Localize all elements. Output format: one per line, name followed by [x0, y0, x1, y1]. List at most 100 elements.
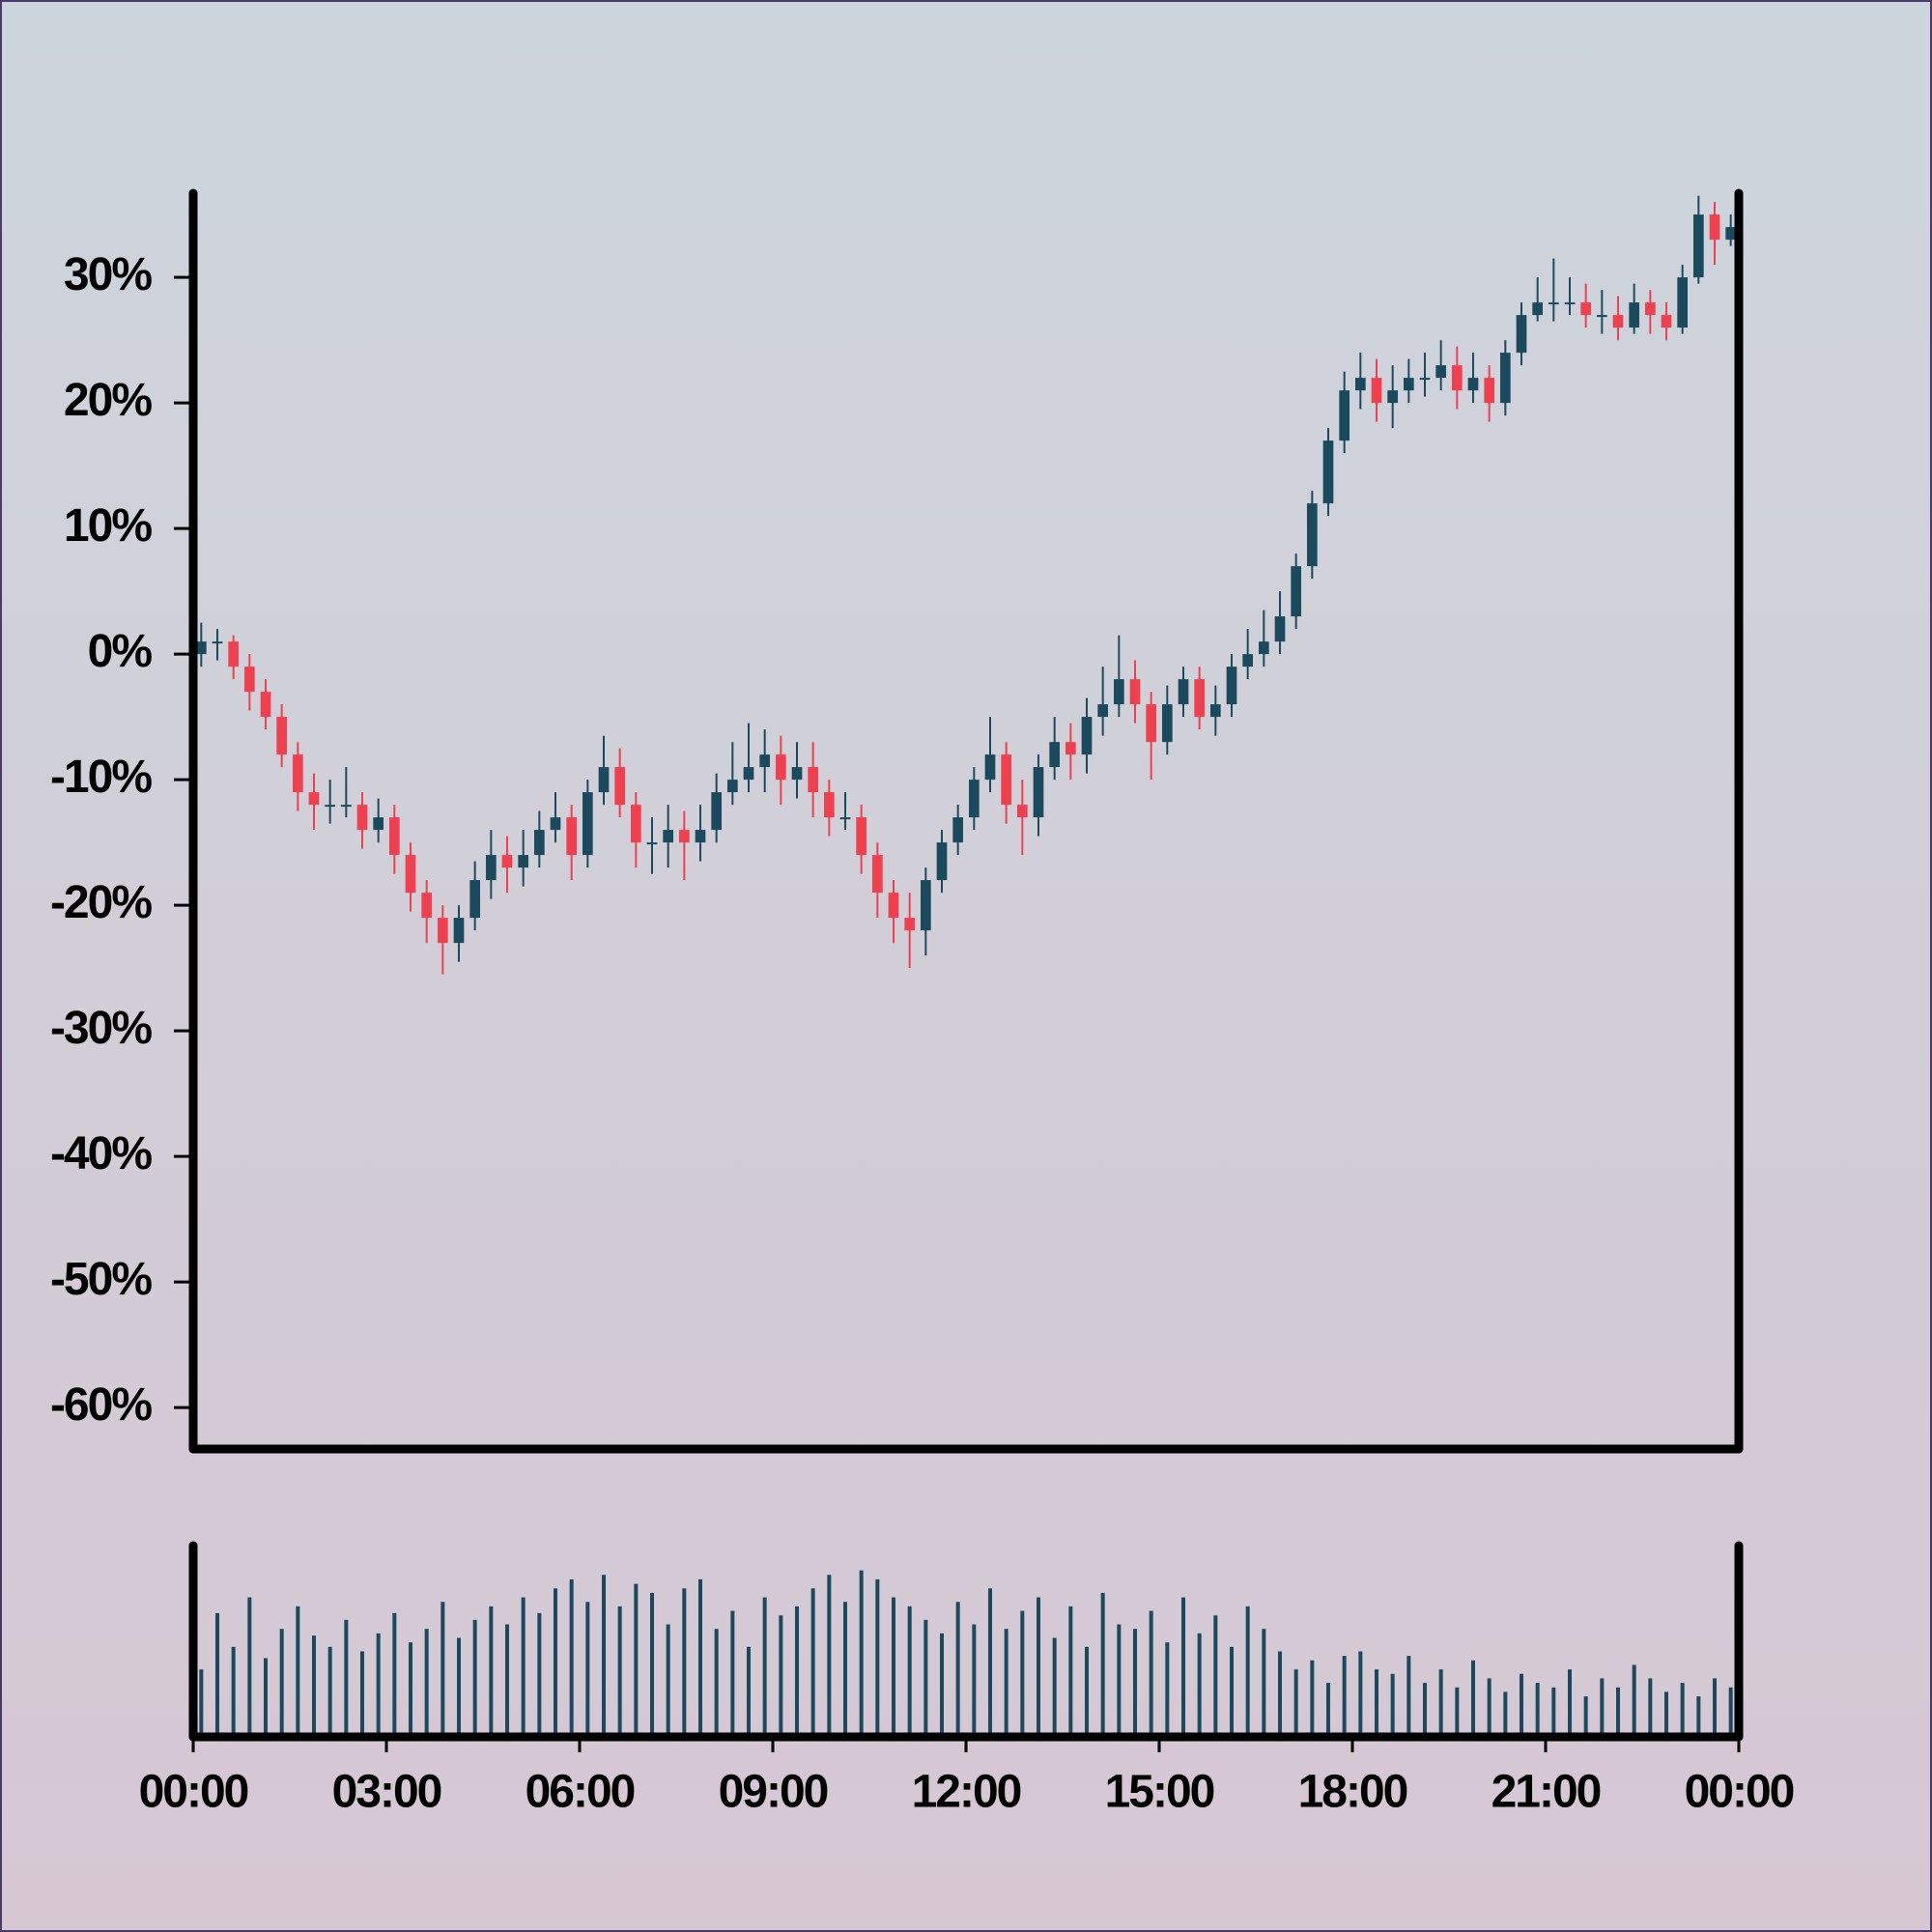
volume-bar: [1632, 1664, 1636, 1737]
volume-bar: [940, 1633, 944, 1737]
volume-bar: [1197, 1633, 1202, 1737]
volume-bar: [360, 1651, 364, 1737]
volume-bar: [1487, 1678, 1492, 1737]
candle-body: [501, 855, 513, 868]
volume-bar: [1117, 1624, 1122, 1737]
candle-body: [276, 717, 287, 755]
volume-bar: [843, 1602, 847, 1737]
candle-body: [1548, 302, 1559, 305]
candle-body: [1033, 767, 1044, 818]
volume-bar: [1052, 1637, 1057, 1737]
candle-body: [743, 767, 754, 781]
x-tick-label: 00:00: [1685, 1767, 1794, 1818]
candle-body: [679, 830, 690, 843]
volume-bar: [279, 1629, 284, 1737]
volume-bar: [409, 1642, 412, 1737]
candle-body: [631, 805, 641, 843]
candle-body: [984, 754, 996, 781]
y-tick-label: -10%: [50, 752, 152, 803]
candle-body: [888, 893, 899, 919]
candle-body: [1129, 679, 1141, 705]
candle-body: [373, 817, 384, 831]
candle-body: [438, 918, 448, 944]
candle-body: [1677, 277, 1688, 328]
volume-bar: [955, 1602, 960, 1737]
candle-body: [1419, 378, 1431, 381]
volume-bar: [1583, 1696, 1588, 1737]
volume-bar: [472, 1619, 477, 1737]
volume-bar: [1326, 1683, 1330, 1737]
volume-bar: [1438, 1669, 1443, 1737]
volume-bar: [344, 1619, 349, 1737]
volume-bar: [666, 1624, 670, 1737]
x-tick-label: 06:00: [526, 1767, 635, 1818]
candle-body: [1500, 353, 1511, 404]
y-tick-label: 30%: [64, 249, 152, 300]
candle-body: [389, 817, 400, 856]
candle-body: [1435, 365, 1446, 379]
candle-body: [759, 754, 770, 768]
candle-body: [1001, 754, 1011, 806]
volume-bar: [1262, 1629, 1266, 1737]
volume-bar: [440, 1602, 445, 1737]
y-tick-label: -20%: [50, 877, 152, 928]
volume-bar: [875, 1578, 880, 1737]
candle-body: [534, 830, 545, 856]
volume-bar: [1423, 1683, 1427, 1737]
candle-body: [1645, 302, 1656, 316]
volume-bar: [521, 1597, 526, 1737]
volume-bar: [231, 1646, 236, 1737]
candle-body: [1339, 390, 1350, 441]
candle-body: [405, 855, 416, 894]
candle-body: [1693, 214, 1704, 278]
candle-body: [1017, 805, 1028, 818]
candle-body: [872, 855, 883, 894]
volume-bar: [1037, 1597, 1040, 1737]
x-tick-label: 00:00: [139, 1767, 248, 1818]
volume-bar: [1181, 1597, 1185, 1737]
y-tick-label: 20%: [64, 375, 152, 426]
volume-bar: [730, 1610, 735, 1737]
candle-body: [582, 792, 593, 856]
y-tick-label: -60%: [50, 1379, 152, 1431]
volume-bar: [1390, 1673, 1395, 1737]
candle-body: [228, 641, 239, 668]
volume-bar: [585, 1602, 590, 1737]
candle-body: [244, 667, 255, 693]
volume-bar: [923, 1619, 928, 1737]
candle-body: [1467, 378, 1479, 391]
candle-body: [1226, 667, 1237, 705]
volume-bar: [1068, 1605, 1073, 1737]
candle-body: [566, 817, 577, 856]
candle-body: [1629, 302, 1639, 328]
candle-body: [518, 855, 528, 868]
volume-bar: [569, 1578, 574, 1737]
volume-bar: [327, 1646, 332, 1737]
candle-body: [421, 893, 432, 919]
candle-body: [856, 817, 867, 856]
y-tick-label: -40%: [50, 1128, 152, 1179]
volume-bar: [1213, 1615, 1218, 1737]
y-tick-label: 10%: [64, 500, 152, 552]
volume-bar: [617, 1605, 622, 1737]
volume-bar: [1713, 1678, 1717, 1737]
volume-bar: [296, 1605, 300, 1737]
x-tick-label: 09:00: [719, 1767, 828, 1818]
volume-bar: [1245, 1605, 1250, 1737]
candle-body: [308, 792, 320, 806]
candle-body: [695, 830, 706, 843]
candle-body: [356, 805, 368, 831]
volume-bar: [1648, 1678, 1653, 1737]
volume-bar: [554, 1588, 557, 1737]
candle-body: [260, 692, 271, 718]
volume-bar: [1471, 1660, 1475, 1737]
volume-bar: [505, 1624, 509, 1737]
x-tick-label: 18:00: [1298, 1767, 1407, 1818]
candle-body: [469, 880, 480, 919]
volume-bar: [1358, 1651, 1363, 1737]
volume-bar: [376, 1633, 381, 1737]
volume-bar: [810, 1588, 815, 1737]
volume-bar: [1728, 1687, 1733, 1737]
candle-body: [808, 767, 818, 793]
